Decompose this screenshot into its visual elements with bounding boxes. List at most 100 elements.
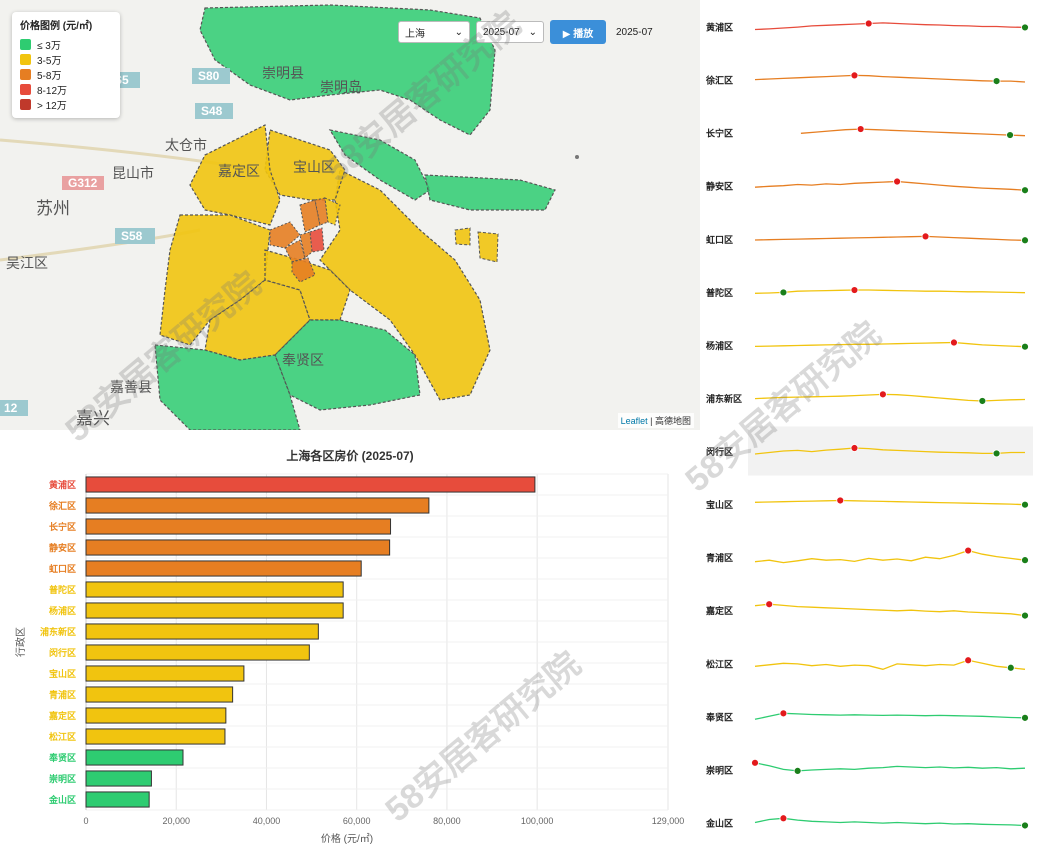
bar[interactable] (85, 707, 227, 724)
x-tick-label: 40,000 (253, 816, 281, 826)
bar[interactable] (85, 728, 226, 745)
district-jiading[interactable] (189, 124, 281, 226)
label-jiading: 嘉定区 (218, 163, 260, 179)
legend-item: 3-5万 (20, 52, 112, 67)
sparkline[interactable] (754, 447, 1025, 455)
label-wujiang: 吴江区 (6, 255, 48, 271)
district-fengxian[interactable] (274, 319, 421, 411)
current-month-label: 2025-07 (616, 26, 653, 38)
sparkline-label: 浦东新区 (706, 393, 742, 404)
district-changxing[interactable] (328, 129, 431, 201)
sparkline-min-marker (1006, 131, 1014, 139)
x-tick-label: 100,000 (521, 816, 554, 826)
label-jiaxing: 嘉兴 (76, 409, 110, 428)
sparkline[interactable] (800, 128, 1026, 137)
road-s80: S80 (198, 69, 220, 83)
sparkline[interactable] (754, 659, 1026, 670)
sparkline[interactable] (754, 289, 1026, 294)
sparkline[interactable] (754, 180, 1026, 191)
sparkline[interactable] (754, 499, 1026, 506)
label-fengxian: 奉贤区 (282, 352, 324, 368)
map-attribution: Leaflet | 高德地图 (617, 413, 694, 428)
x-tick-label: 0 (83, 816, 88, 826)
district-price-bar-chart: 上海各区房价 (2025-07) 0 20,000 40,000 60,000 80,00… (14, 448, 684, 845)
district-putuo[interactable] (269, 221, 301, 249)
legend-item: ≤ 3万 (20, 37, 112, 52)
sparkline-label: 徐汇区 (705, 75, 733, 86)
bar[interactable] (85, 581, 344, 598)
sparkline-label: 松江区 (706, 658, 733, 669)
legend-swatch (20, 54, 31, 65)
bar[interactable] (85, 644, 310, 661)
sparkline-max-marker (878, 390, 887, 399)
district-price-map[interactable]: 崇明县 崇明岛 太仓市 昆山市 苏州 吴江区 嘉定区 宝山区 奉贤区 嘉善县 嘉… (0, 0, 700, 430)
legend-label: 3-5万 (37, 56, 62, 67)
district-trend-sparklines: 黄浦区徐汇区长宁区静安区虹口区普陀区杨浦区浦东新区闵行区宝山区青浦区嘉定区松江区… (705, 19, 1033, 830)
y-tick-label: 普陀区 (49, 584, 76, 595)
sparkline-label: 长宁区 (706, 128, 733, 139)
district-xuhui[interactable] (291, 257, 316, 283)
sparkline-max-marker (779, 814, 788, 823)
bar[interactable] (85, 602, 344, 619)
sparkline-label: 嘉定区 (705, 605, 733, 616)
y-tick-label: 崇明区 (49, 773, 76, 784)
road-s48: S48 (201, 104, 223, 118)
bar-chart-title: 上海各区房价 (2025-07) (286, 448, 413, 463)
district-hengsha[interactable] (424, 174, 556, 211)
label-kunshan: 昆山市 (112, 165, 154, 181)
city-select[interactable]: 上海 ⌄ (398, 21, 470, 43)
bar[interactable] (85, 665, 245, 682)
bar[interactable] (85, 749, 184, 766)
bar[interactable] (85, 518, 392, 535)
legend-label: 5-8万 (37, 71, 62, 82)
sparkline-min-marker (1021, 556, 1029, 565)
bar[interactable] (85, 497, 430, 514)
sparkline-min-marker (1021, 713, 1029, 722)
district-central-mix (299, 231, 313, 259)
x-tick-label: 80,000 (433, 816, 461, 826)
bar[interactable] (85, 770, 152, 787)
sparkline[interactable] (754, 22, 1026, 31)
bar[interactable] (85, 476, 536, 493)
legend-item: 8-12万 (20, 82, 112, 97)
bar[interactable] (85, 686, 234, 703)
sparkline-max-marker (856, 125, 865, 133)
month-select[interactable]: 2025-07 ⌄ (476, 21, 544, 43)
bar[interactable] (85, 560, 362, 577)
sparkline[interactable] (754, 235, 1026, 241)
map-canvas[interactable]: 崇明县 崇明岛 太仓市 昆山市 苏州 吴江区 嘉定区 宝山区 奉贤区 嘉善县 嘉… (0, 0, 700, 430)
y-axis-title: 行政区 (14, 627, 27, 657)
district-huangpu[interactable] (309, 227, 325, 253)
district-hongkou[interactable] (314, 197, 329, 226)
sparkline[interactable] (754, 603, 1026, 617)
sparkline[interactable] (754, 817, 1026, 827)
y-tick-label: 嘉定区 (48, 710, 76, 721)
sparkline[interactable] (754, 549, 1026, 564)
provider-label: 高德地图 (654, 416, 691, 426)
y-tick-label: 宝山区 (49, 668, 76, 679)
district-yangpu[interactable] (324, 197, 341, 226)
sparkline[interactable] (754, 712, 1026, 720)
sparkline-min-marker (978, 397, 987, 405)
sparkline[interactable] (754, 74, 1026, 83)
legend-swatch (20, 99, 31, 110)
bar[interactable] (85, 539, 391, 556)
sparkline-max-marker (751, 758, 759, 767)
sparkline-max-marker (921, 232, 930, 241)
district-jinshan[interactable] (154, 344, 301, 430)
sparkline-max-marker (864, 19, 873, 28)
bar[interactable] (85, 623, 319, 640)
sparkline[interactable] (754, 341, 1026, 348)
bar[interactable] (85, 791, 150, 808)
leaflet-link[interactable]: Leaflet (620, 416, 648, 426)
legend-swatch (20, 69, 31, 80)
sparkline-max-marker (850, 444, 859, 452)
district-pudong[interactable] (319, 169, 491, 401)
play-button[interactable]: ▶ 播放 (550, 20, 606, 44)
sparkline-min-marker (992, 77, 1001, 85)
sparkline-min-marker (1021, 186, 1029, 195)
sparkline-min-marker (793, 767, 802, 775)
sparkline-min-marker (1021, 342, 1029, 351)
sparkline-min-marker (1021, 821, 1029, 830)
district-changning[interactable] (284, 239, 306, 263)
